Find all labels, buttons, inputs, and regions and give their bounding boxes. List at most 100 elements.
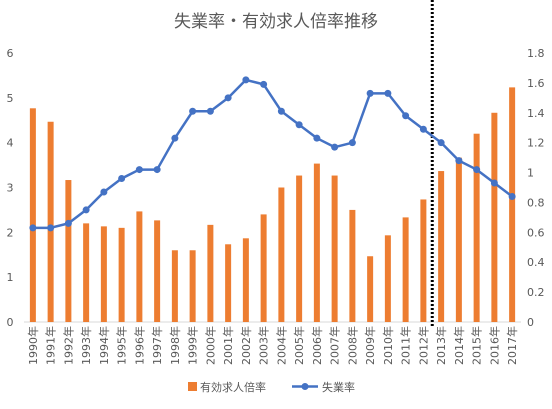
line-point [224,94,232,102]
bar [313,163,320,322]
right-tick-label: 0.6 [527,226,545,239]
line-point [295,121,303,129]
line-point [82,206,90,214]
x-tick-label: 2014年 [452,326,466,365]
chart-title: 失業率・有効求人倍率推移 [174,12,378,32]
x-tick-label: 2017年 [505,326,519,365]
line-point [29,224,37,232]
x-tick-label: 2013年 [434,326,448,365]
right-tick-label: 1.8 [527,47,545,60]
bar [402,217,409,322]
legend-label-bar: 有効求人倍率 [200,380,266,394]
line-point [419,125,427,133]
left-tick-label: 0 [7,316,14,329]
bar [171,250,178,322]
line-point [473,166,481,174]
bar [349,209,356,322]
bar [225,244,232,322]
bar [207,224,214,322]
bar [473,133,480,322]
bar [47,121,54,322]
left-tick-label: 1 [7,271,14,284]
x-tick-label: 2008年 [345,326,359,365]
bar [136,211,143,322]
bar [242,238,249,322]
legend-swatch-bar [188,382,197,391]
line-point [455,157,463,165]
line-point [313,134,321,142]
line-point [47,224,55,232]
line-point [490,179,498,187]
x-tick-label: 2006年 [310,326,324,365]
left-tick-label: 5 [7,92,14,105]
left-tick-label: 6 [7,47,14,60]
line-point [171,134,179,142]
legend-swatch-marker [301,383,309,390]
line-point [135,166,143,174]
bar [420,199,427,322]
line-point [206,107,214,115]
bar [118,227,125,322]
right-tick-label: 0.2 [527,286,545,299]
line-point [260,80,268,88]
series-line [32,78,513,230]
line-point [384,89,392,97]
line-point [366,89,374,97]
x-tick-label: 2000年 [203,326,217,365]
bar [100,226,107,322]
line-point [118,175,126,183]
line-point [100,188,108,196]
bar [83,223,90,322]
line-point [277,107,285,115]
left-tick-label: 3 [7,182,14,195]
right-tick-label: 0 [527,316,534,329]
legend: 有効求人倍率 失業率 [188,380,355,394]
x-tick-label: 2010年 [381,326,395,365]
line-point [437,139,445,147]
x-tick-label: 2011年 [399,326,413,365]
line-point [64,219,72,227]
x-tick-label: 1999年 [186,326,200,365]
bar [154,220,161,322]
line-point [348,139,356,147]
legend-label-line: 失業率 [322,380,355,394]
x-tick-label: 1998年 [168,326,182,365]
left-tick-label: 4 [7,137,14,150]
bar [509,87,516,322]
bar [491,112,498,323]
bar [455,157,462,322]
right-axis: 0 0.2 0.4 0.6 0.8 1 1.2 1.4 1.6 1.8 [527,47,545,329]
x-tick-label: 1995年 [115,326,129,365]
x-tick-label: 1991年 [44,326,58,365]
bar-series-有効求人倍率 [29,87,516,323]
x-tick-label: 2005年 [292,326,306,365]
right-tick-label: 1.2 [527,137,545,150]
bar [278,187,285,322]
bar [29,108,36,323]
x-tick-label: 2002年 [239,326,253,365]
x-tick-label: 1994年 [97,326,111,365]
line-point [153,166,161,174]
right-tick-label: 0.4 [527,256,545,269]
x-tick-label: 2012年 [416,326,430,365]
x-axis-labels: 1990年 1991年 1992年 1993年 1994年 1995年 1996年 1997年… [26,326,519,365]
bar [438,171,445,322]
bar [384,235,391,322]
bar [367,256,374,322]
left-axis: 0 1 2 3 4 5 6 [7,47,14,329]
bar [296,175,303,322]
x-tick-label: 1990年 [26,326,40,365]
x-tick-label: 2016年 [487,326,501,365]
x-tick-label: 2004年 [274,326,288,365]
bar [331,175,338,322]
x-tick-label: 2009年 [363,326,377,365]
bar [260,214,267,322]
bar [65,180,72,322]
x-tick-label: 2003年 [257,326,271,365]
x-tick-label: 1992年 [61,326,75,365]
x-tick-label: 2001年 [221,326,235,365]
left-tick-label: 2 [7,226,14,239]
line-series-失業率 [29,76,516,232]
x-tick-label: 2007年 [328,326,342,365]
